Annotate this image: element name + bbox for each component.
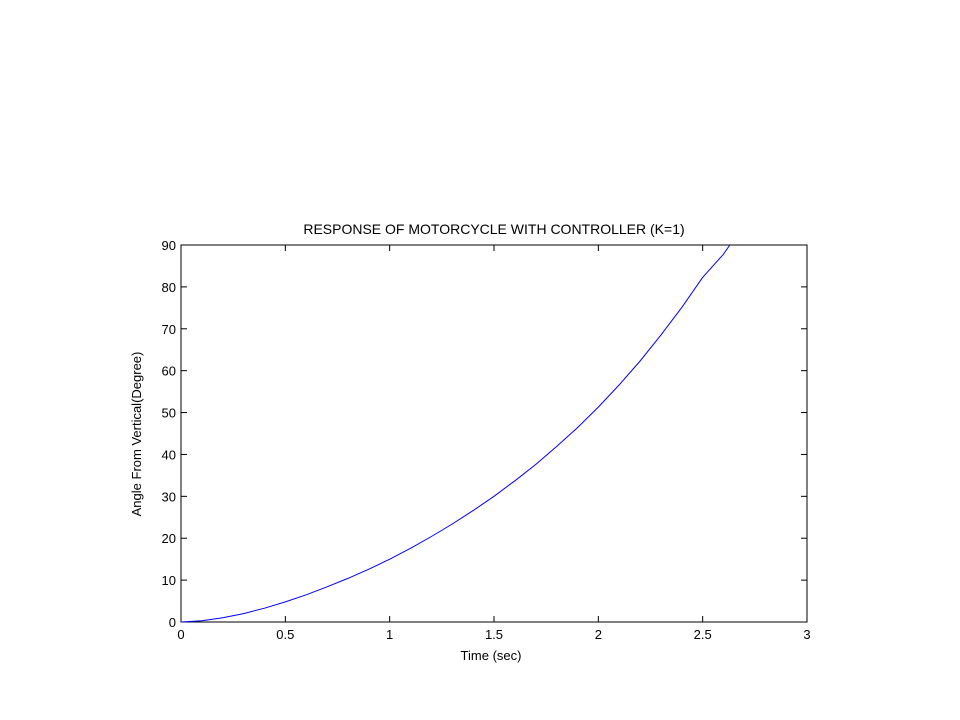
plot-area: [180, 244, 808, 623]
y-tick-label: 30: [162, 489, 176, 504]
y-tick-label: 80: [162, 280, 176, 295]
chart-title: RESPONSE OF MOTORCYCLE WITH CONTROLLER (…: [303, 221, 684, 237]
y-tick-label: 40: [162, 447, 176, 462]
series-layer: [180, 244, 731, 623]
y-tick-label: 20: [162, 531, 176, 546]
y-axis: 0 10 20 30 40 50 60 70 80 90: [162, 238, 807, 630]
y-tick-label: 10: [162, 573, 176, 588]
x-tick-label: 0: [177, 627, 184, 642]
y-tick-label: 60: [162, 364, 176, 379]
y-tick-label: 0: [169, 615, 176, 630]
y-tick-label: 70: [162, 322, 176, 337]
y-axis-label: Angle From Vertical(Degree): [129, 352, 144, 517]
y-tick-label: 90: [162, 238, 176, 253]
x-axis: 0 0.5 1 1.5 2 2.5 3: [177, 245, 811, 642]
series-line: [180, 244, 731, 623]
x-tick-label: 0.5: [276, 627, 294, 642]
x-tick-label: 2: [595, 627, 602, 642]
x-tick-label: 1.5: [485, 627, 503, 642]
x-tick-label: 1: [386, 627, 393, 642]
x-axis-label: Time (sec): [461, 648, 522, 663]
x-tick-label: 2.5: [694, 627, 712, 642]
x-tick-label: 3: [803, 627, 810, 642]
y-tick-label: 50: [162, 406, 176, 421]
